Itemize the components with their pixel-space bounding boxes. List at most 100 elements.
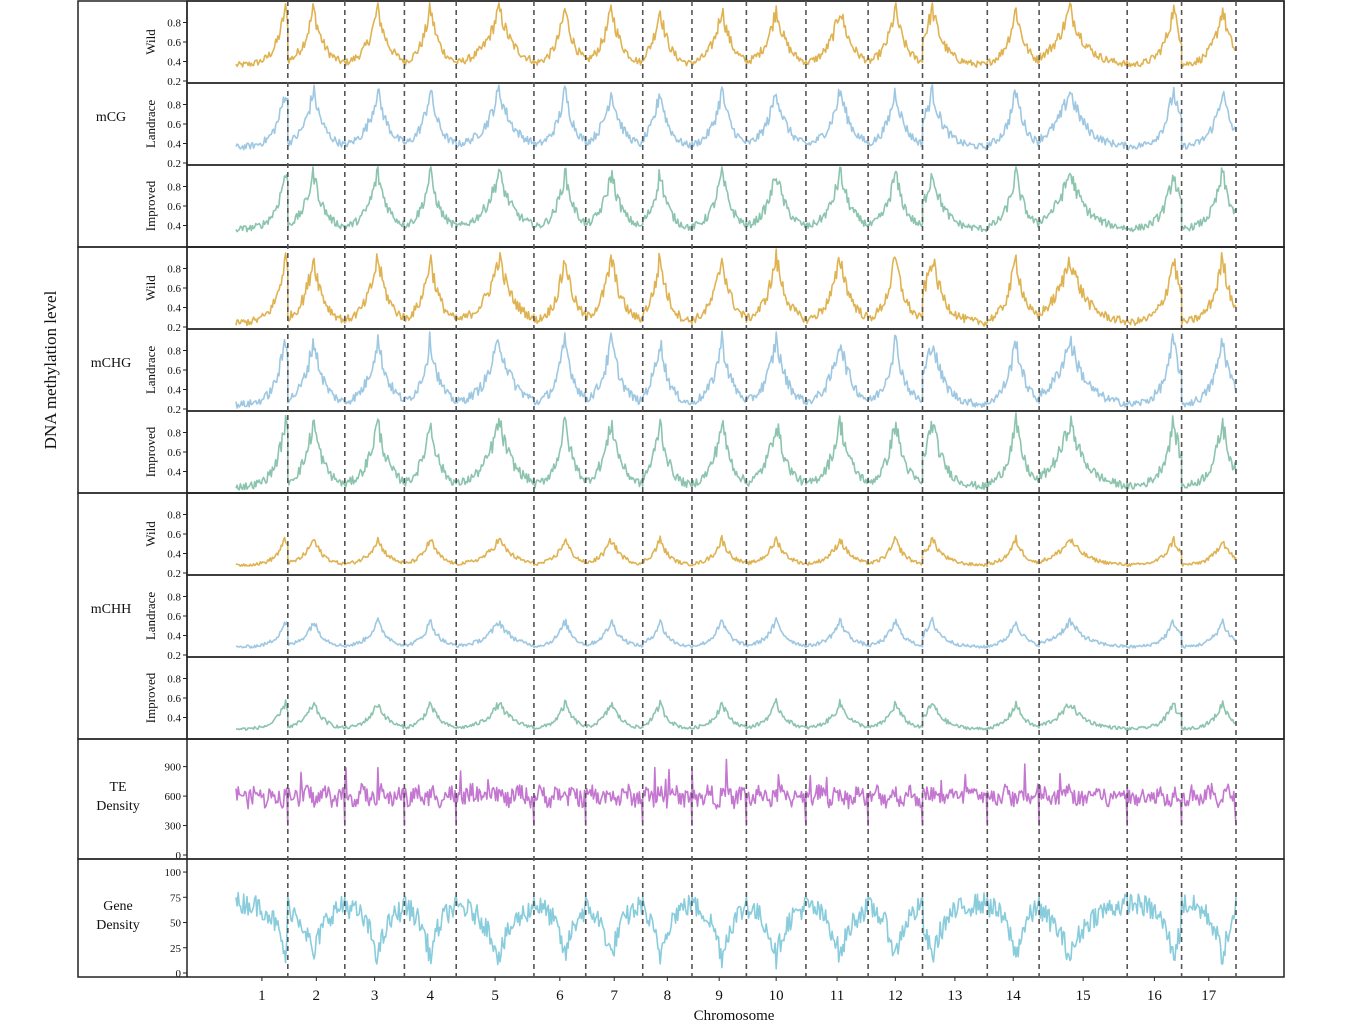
density-label: Density [96, 918, 140, 933]
y-tick-label: 0.6 [167, 529, 181, 541]
panel-label-landrace: Landrace [143, 592, 158, 641]
y-axis-label: DNA methylation level [41, 290, 60, 449]
series-lines [235, 2, 1237, 970]
x-tick-label-chr4: 4 [427, 988, 435, 1004]
y-tick-label: 0.8 [167, 100, 181, 112]
y-tick-label: 0.6 [167, 365, 181, 377]
x-tick-label-chr8: 8 [664, 988, 672, 1004]
x-tick-label-chr12: 12 [888, 988, 903, 1004]
chromosome-separators [287, 1, 1237, 977]
group-frame-mchg [77, 246, 1285, 494]
x-tick-label-chr9: 9 [715, 988, 723, 1004]
y-tick-label: 0.4 [167, 385, 181, 397]
panel-frames [77, 0, 1285, 981]
y-tick-label: 0.4 [167, 139, 181, 151]
y-tick-label: 0.4 [167, 467, 181, 479]
y-tick-label: 900 [165, 762, 182, 774]
density-label: Gene [103, 899, 133, 914]
y-tick-label: 600 [165, 791, 182, 803]
y-tick-label: 0.2 [167, 322, 181, 334]
x-tick-label-chr11: 11 [830, 988, 844, 1004]
panel-label-wild: Wild [143, 29, 158, 55]
y-tick-label: 0.2 [167, 76, 181, 88]
x-tick-label-chr16: 16 [1147, 988, 1163, 1004]
y-tick-label: 0 [176, 968, 182, 980]
y-tick-label: 0.2 [167, 158, 181, 170]
y-tick-label: 0.8 [167, 182, 181, 194]
panel-label-improved: Improved [143, 426, 158, 477]
group-label-mchh: mCHH [91, 602, 131, 617]
y-tick-label: 0.8 [167, 346, 181, 358]
x-axis-label: Chromosome [694, 1008, 775, 1022]
y-tick-label: 0.4 [167, 549, 181, 561]
panel-frame [186, 0, 1285, 84]
y-tick-label: 0.2 [167, 568, 181, 580]
series-te-density [235, 758, 1237, 827]
y-tick-label: 0.6 [167, 37, 181, 49]
series-mcg-wild [235, 2, 1237, 68]
series-mchg-landrace [235, 330, 1237, 409]
y-tick-label: 0.6 [167, 611, 181, 623]
y-tick-label: 0.6 [167, 693, 181, 705]
y-tick-label: 0.6 [167, 283, 181, 295]
x-tick-label-chr13: 13 [947, 988, 962, 1004]
y-tick-label: 0.4 [167, 221, 181, 233]
panel-label-landrace: Landrace [143, 100, 158, 149]
y-tick-label: 0.8 [167, 428, 181, 440]
panel-label-wild: Wild [143, 521, 158, 547]
y-tick-label: 0.8 [167, 674, 181, 686]
x-tick-label-chr1: 1 [258, 988, 266, 1004]
y-tick-label: 0.4 [167, 57, 181, 69]
y-tick-label: 0.6 [167, 201, 181, 213]
y-tick-label: 0.2 [167, 650, 181, 662]
y-tick-label: 25 [170, 943, 182, 955]
density-label: Density [96, 799, 140, 814]
series-mchh-improved [235, 697, 1237, 731]
panel-label-improved: Improved [143, 672, 158, 723]
y-tick-label: 0.2 [167, 404, 181, 416]
y-tick-label: 0.6 [167, 119, 181, 131]
panel-frame [186, 82, 1285, 166]
density-frame [77, 858, 1285, 978]
x-tick-label-chr15: 15 [1076, 988, 1091, 1004]
panel-label-wild: Wild [143, 275, 158, 301]
x-tick-label-chr14: 14 [1006, 988, 1022, 1004]
y-tick-label: 0.4 [167, 631, 181, 643]
y-tick-label: 0.8 [167, 592, 181, 604]
group-frame-mchh [77, 492, 1285, 740]
x-tick-label-chr6: 6 [556, 988, 564, 1004]
y-tick-label: 0.4 [167, 303, 181, 315]
series-mcg-improved [235, 166, 1237, 233]
series-mchg-improved [235, 412, 1237, 491]
series-mcg-landrace [235, 84, 1237, 151]
series-mchh-wild [235, 534, 1237, 568]
x-tick-label-chr2: 2 [313, 988, 321, 1004]
y-tick-label: 0.8 [167, 264, 181, 276]
y-tick-label: 50 [170, 918, 182, 930]
x-tick-label-chr5: 5 [491, 988, 499, 1004]
y-tick-label: 75 [170, 892, 182, 904]
series-mchg-wild [235, 248, 1237, 327]
panel-label-improved: Improved [143, 180, 158, 231]
panel-label-landrace: Landrace [143, 346, 158, 395]
panel-frame [186, 164, 1285, 248]
group-label-mcg: mCG [96, 110, 126, 125]
x-tick-label-chr10: 10 [769, 988, 784, 1004]
group-frame-mcg [77, 0, 1285, 248]
x-tick-label-chr3: 3 [371, 988, 379, 1004]
panel-frame [186, 328, 1285, 412]
group-label-mchg: mCHG [91, 356, 131, 371]
y-tick-label: 300 [165, 821, 182, 833]
y-tick-label: 0 [176, 850, 182, 862]
y-tick-label: 0.8 [167, 18, 181, 30]
y-tick-label: 100 [165, 867, 182, 879]
density-label: TE [109, 780, 126, 795]
series-mchh-landrace [235, 616, 1237, 649]
x-tick-label-chr7: 7 [610, 988, 618, 1004]
x-tick-label-chr17: 17 [1201, 988, 1217, 1004]
y-tick-label: 0.6 [167, 447, 181, 459]
series-gene-density [235, 891, 1237, 970]
labels: 0.2 0.4 0.6 0.8 Wild 0.2 0.4 0.6 0.8 Landrace 0.4 0… [41, 18, 1217, 1025]
y-tick-label: 0.8 [167, 510, 181, 522]
